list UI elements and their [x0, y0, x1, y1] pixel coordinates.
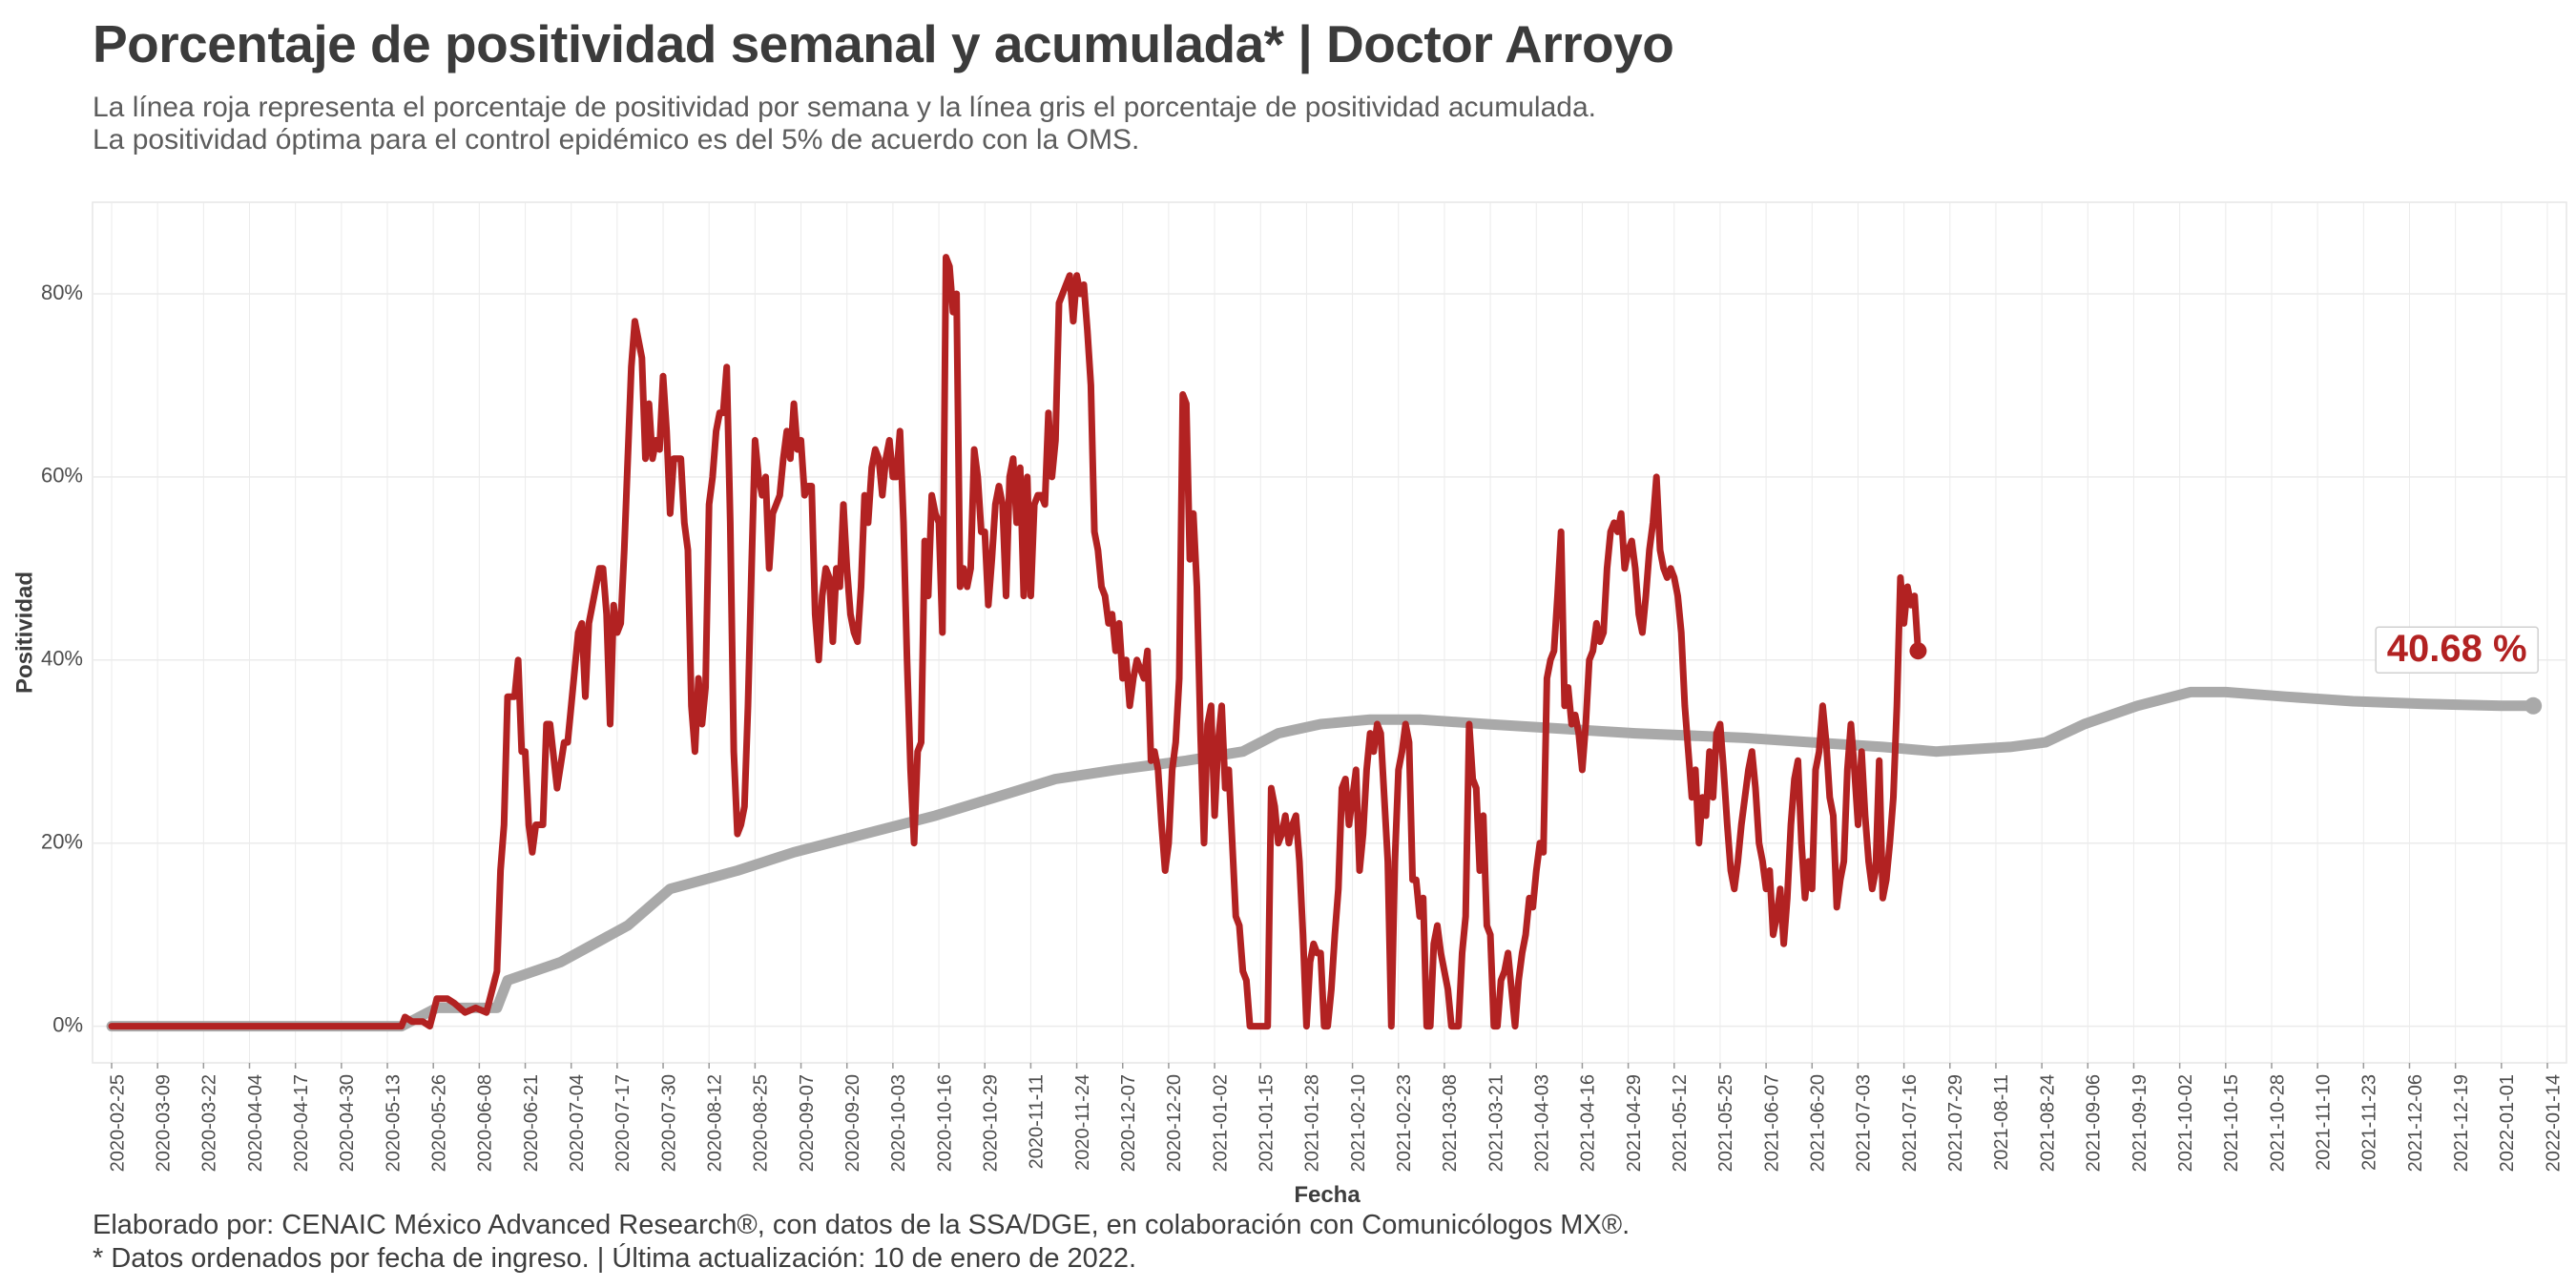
x-tick-label: 2020-04-04 — [245, 1074, 266, 1172]
x-tick-label: 2020-08-12 — [704, 1074, 725, 1172]
y-tick-label: 40% — [41, 647, 83, 671]
x-tick-label: 2021-08-24 — [2037, 1074, 2058, 1172]
x-tick-label: 2021-06-07 — [1761, 1074, 1782, 1172]
x-tick-label: 2021-05-25 — [1715, 1074, 1736, 1172]
x-tick-label: 2020-12-07 — [1118, 1074, 1139, 1172]
x-tick-label: 2021-09-19 — [2129, 1074, 2150, 1172]
x-tick-label: 2021-09-06 — [2084, 1074, 2105, 1172]
x-tick-label: 2020-04-17 — [291, 1074, 312, 1172]
x-tick-label: 2021-10-02 — [2175, 1074, 2196, 1172]
footer-note: * Datos ordenados por fecha de ingreso. … — [93, 1243, 1137, 1274]
x-axis-title: Fecha — [1294, 1182, 1361, 1202]
x-tick-label: 2020-03-22 — [199, 1074, 220, 1172]
x-axis-ticks: 2020-02-25 2020-03-09 2020-03-22 2020-04-04… — [107, 1063, 2564, 1172]
annotation-label: 40.68 % — [2387, 628, 2527, 670]
x-tick-label: 2020-09-20 — [842, 1074, 863, 1172]
x-tick-label: 2021-07-03 — [1854, 1074, 1875, 1172]
x-tick-label: 2021-02-23 — [1394, 1074, 1415, 1172]
x-tick-label: 2020-10-03 — [888, 1074, 909, 1172]
x-tick-label: 2021-04-29 — [1624, 1074, 1645, 1172]
x-tick-label: 2021-01-28 — [1302, 1074, 1323, 1172]
y-axis-title: Positividad — [11, 571, 37, 694]
series-line-weekly — [108, 254, 1922, 1030]
x-tick-label: 2021-12-06 — [2405, 1074, 2426, 1172]
x-tick-label: 2021-03-21 — [1485, 1074, 1506, 1172]
x-tick-label: 2020-12-20 — [1164, 1074, 1185, 1172]
x-tick-label: 2021-05-12 — [1670, 1074, 1691, 1172]
x-tick-label: 2020-04-30 — [337, 1074, 358, 1172]
x-tick-label: 2020-06-08 — [475, 1074, 496, 1172]
x-tick-label: 2020-10-29 — [981, 1074, 1002, 1172]
x-tick-label: 2020-07-30 — [658, 1074, 679, 1172]
x-tick-label: 2020-03-09 — [153, 1074, 174, 1172]
x-tick-label: 2021-01-02 — [1210, 1074, 1231, 1172]
footer-credit: Elaborado por: CENAIC México Advanced Re… — [93, 1210, 1631, 1240]
x-tick-label: 2021-08-11 — [1991, 1074, 2012, 1171]
series-end-point-cumulative — [2524, 696, 2543, 715]
x-tick-label: 2021-01-15 — [1257, 1074, 1278, 1172]
y-tick-label: 60% — [41, 464, 83, 488]
x-tick-label: 2020-11-24 — [1072, 1074, 1093, 1171]
x-tick-label: 2020-06-21 — [521, 1074, 542, 1172]
x-tick-label: 2020-11-11 — [1027, 1074, 1048, 1169]
x-tick-label: 2021-04-03 — [1532, 1074, 1553, 1172]
value-annotation: 40.68 % — [2375, 626, 2539, 675]
x-tick-label: 2021-07-29 — [1945, 1074, 1966, 1172]
plot-area — [92, 201, 2567, 1064]
x-tick-label: 2020-10-16 — [934, 1074, 955, 1172]
x-tick-label: 2020-07-17 — [613, 1074, 634, 1172]
x-tick-label: 2020-07-04 — [567, 1074, 588, 1172]
x-tick-label: 2020-05-13 — [383, 1074, 404, 1172]
x-tick-label: 2020-09-07 — [797, 1074, 818, 1172]
x-tick-label: 2021-11-23 — [2359, 1074, 2380, 1171]
series-line-cumulative — [106, 686, 2539, 1032]
x-tick-label: 2021-10-28 — [2267, 1074, 2288, 1172]
annotation-box — [2375, 626, 2539, 675]
y-tick-label: 80% — [41, 280, 83, 304]
series-end-point-weekly — [1909, 642, 1927, 660]
y-axis-ticks: 0% 20% 40% 60% 80% — [41, 280, 83, 1037]
positivity-line-chart: 0%20%40%60%80% 2020-02-25 2020-03-09 2020-… — [11, 201, 2567, 1202]
y-tick-label: 0% — [52, 1012, 83, 1036]
x-tick-label: 2021-03-08 — [1440, 1074, 1461, 1172]
x-tick-label: 2022-01-14 — [2543, 1074, 2564, 1172]
x-tick-label: 2021-07-16 — [1900, 1074, 1921, 1172]
x-tick-label: 2021-10-15 — [2221, 1074, 2242, 1172]
x-tick-label: 2020-08-25 — [751, 1074, 772, 1172]
chart-subtitle-line-1: La línea roja representa el porcentaje d… — [93, 92, 1596, 123]
x-gridlines — [111, 202, 2548, 1063]
x-tick-label: 2021-11-10 — [2313, 1074, 2334, 1171]
x-tick-label: 2021-06-20 — [1808, 1074, 1829, 1172]
x-tick-label: 2021-04-16 — [1578, 1074, 1599, 1172]
chart-subtitle-line-2: La positividad óptima para el control ep… — [93, 124, 1140, 156]
chart-title: Porcentaje de positividad semanal y acum… — [93, 14, 1674, 73]
x-tick-label: 2021-02-10 — [1348, 1074, 1369, 1172]
x-tick-label: 2020-05-26 — [428, 1074, 449, 1172]
y-tick-label: 20% — [41, 830, 83, 854]
x-tick-label: 2021-12-19 — [2451, 1074, 2472, 1172]
x-tick-label: 2020-02-25 — [107, 1074, 128, 1172]
x-tick-label: 2022-01-01 — [2497, 1074, 2518, 1172]
